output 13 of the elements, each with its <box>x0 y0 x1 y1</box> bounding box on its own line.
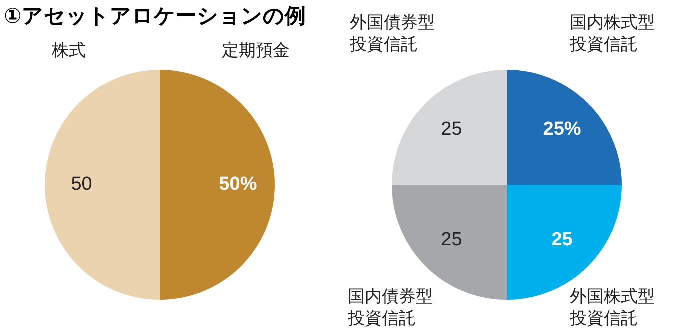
data-label: 25 <box>441 118 462 140</box>
slice-label: 外国株式型投資信託 <box>570 286 656 330</box>
data-label: 25% <box>543 118 582 140</box>
data-label: 50 <box>71 174 92 196</box>
chart-title: ①アセットアロケーションの例 <box>4 3 306 30</box>
slice-label: 株式 <box>52 40 87 62</box>
slice-label: 国内株式型投資信託 <box>570 12 656 56</box>
data-label: 50% <box>219 174 258 196</box>
slice-label: 国内債券型投資信託 <box>348 286 434 330</box>
data-label: 25 <box>441 230 462 251</box>
slice-label: 定期預金 <box>222 40 291 62</box>
slice-label: 外国債券型投資信託 <box>350 12 436 56</box>
data-label: 25 <box>552 230 574 251</box>
